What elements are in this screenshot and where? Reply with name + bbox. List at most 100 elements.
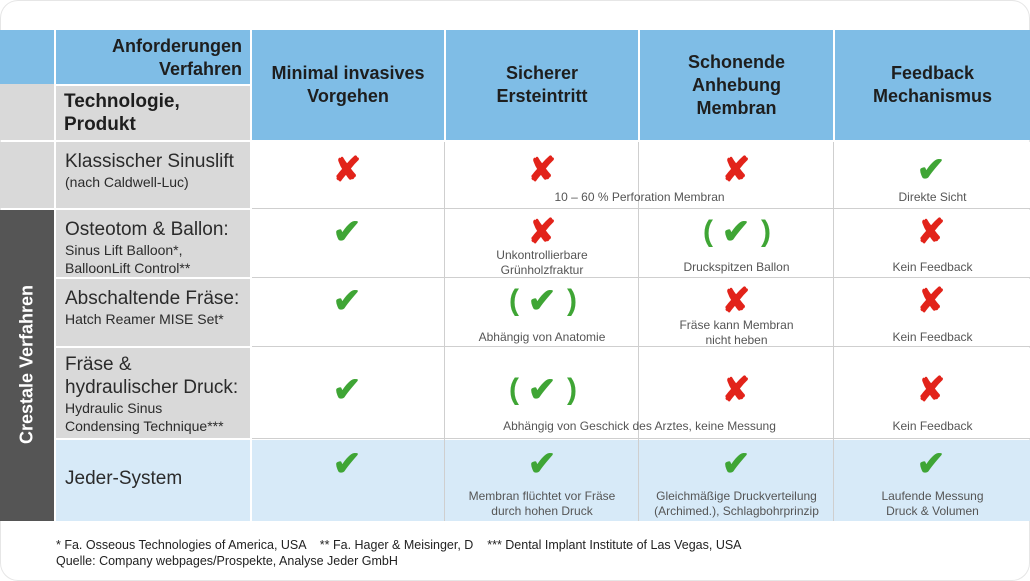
- col1-line1: Minimal invasives: [271, 63, 425, 83]
- row1-main: Klassischer Sinuslift: [65, 151, 234, 172]
- col-sep-1: [444, 142, 445, 521]
- r2c2-cross-icon: ✘: [527, 213, 557, 251]
- col4-line1: Feedback: [890, 63, 975, 83]
- column-header-feedback: Feedback Mechanismus: [835, 30, 1030, 140]
- row-sep-1: [252, 208, 1030, 209]
- col-sep-3: [833, 142, 834, 521]
- r4c4-note: Kein Feedback: [892, 419, 973, 433]
- r3c4-cross-icon: ✘: [916, 282, 946, 320]
- r5c4-check-icon: ✔: [916, 445, 946, 483]
- corner-label-anforderungen: Anforderungen: [112, 36, 242, 56]
- col1-line2: Vorgehen: [307, 86, 389, 106]
- r4c2-paren-close: ): [567, 373, 577, 406]
- r2c3-paren-close: ): [761, 215, 771, 248]
- r3c2-paren-close: ): [567, 284, 577, 317]
- r1c3-cross-icon: ✘: [721, 151, 751, 189]
- r5c4-note-l2: Druck & Volumen: [886, 504, 979, 518]
- side-strip-crestale: Crestale Verfahren: [0, 210, 54, 521]
- row-label-jeder-system: Jeder-System: [56, 440, 250, 521]
- row-label-klassischer-sinuslift: Klassischer Sinuslift (nach Caldwell-Luc…: [56, 142, 250, 208]
- tech-label-technologie: Technologie,: [64, 91, 180, 112]
- column-header-minimal-invasiv: Minimal invasives Vorgehen: [252, 30, 444, 140]
- row4-main1: Fräse &: [65, 354, 132, 375]
- r4-note-geschick: Abhängig von Geschick des Arztes, keine …: [503, 419, 776, 433]
- r4c1-check-icon: ✔: [332, 371, 362, 409]
- row2-body: [252, 210, 1030, 277]
- row-sep-3: [252, 346, 1030, 347]
- row1-sub: (nach Caldwell-Luc): [65, 174, 189, 190]
- footnote-sources: * Fa. Osseous Technologies of America, U…: [56, 538, 742, 552]
- row2-sub1: Sinus Lift Balloon*,: [65, 242, 183, 258]
- r3c2-note: Abhängig von Anatomie: [478, 330, 606, 344]
- row1-body: [252, 142, 1030, 208]
- r2c2-note-l2: Grünholzfraktur: [500, 263, 584, 277]
- r1c4-check-icon: ✔: [916, 151, 946, 189]
- r3c4-note: Kein Feedback: [892, 330, 973, 344]
- row2-sub2: BalloonLift Control**: [65, 260, 191, 276]
- r3c1-check-icon: ✔: [332, 282, 362, 320]
- r3c2-check-icon: ✔: [527, 282, 557, 320]
- row5-body: [252, 440, 1030, 521]
- r1c2-cross-icon: ✘: [527, 151, 557, 189]
- r2c4-note: Kein Feedback: [892, 260, 973, 274]
- r2c3-paren-open: (: [703, 215, 713, 248]
- row-label-osteotom-ballon: Osteotom & Ballon: Sinus Lift Balloon*, …: [56, 210, 250, 277]
- row4-main2: hydraulischer Druck:: [65, 377, 239, 398]
- side-strip-gray: [0, 142, 54, 208]
- tech-label-produkt: Produkt: [64, 114, 136, 135]
- row-sep-4: [252, 438, 1030, 439]
- r2c4-cross-icon: ✘: [916, 213, 946, 251]
- header-tech-cell: Technologie, Produkt: [56, 86, 250, 140]
- r5c3-note-l1: Gleichmäßige Druckverteilung: [656, 489, 817, 503]
- column-header-sicherer-ersteintritt: Sicherer Ersteintritt: [446, 30, 638, 140]
- r2c1-check-icon: ✔: [332, 213, 362, 251]
- r2c3-check-icon: ✔: [721, 213, 751, 251]
- r4c3-cross-icon: ✘: [721, 371, 751, 409]
- r5c1-check-icon: ✔: [332, 445, 362, 483]
- r1c4-note: Direkte Sicht: [898, 190, 967, 204]
- r4c2-paren-open: (: [509, 373, 519, 406]
- col4-line2: Mechanismus: [872, 86, 993, 106]
- r5c3-check-icon: ✔: [721, 445, 751, 483]
- col3-line2: Anhebung: [692, 74, 781, 95]
- r1-note-perforation: 10 – 60 % Perforation Membran: [554, 190, 725, 204]
- col2-line2: Ersteintritt: [496, 86, 588, 106]
- row-label-abschaltende-fraese: Abschaltende Fräse: Hatch Reamer MISE Se…: [56, 279, 250, 346]
- row3-body: [252, 279, 1030, 346]
- col-sep-2: [638, 142, 639, 521]
- col3-line3: Membran: [696, 97, 777, 118]
- r3c3-note-l1: Fräse kann Membran: [679, 318, 794, 332]
- r3c2-paren-open: (: [509, 284, 519, 317]
- r4c4-cross-icon: ✘: [916, 371, 946, 409]
- r2c3-note: Druckspitzen Ballon: [683, 260, 790, 274]
- r4c2-check-icon: ✔: [527, 371, 557, 409]
- footnote-quelle: Quelle: Company webpages/Prospekte, Anal…: [56, 554, 398, 568]
- r5c4-note-l1: Laufende Messung: [881, 489, 984, 503]
- r3c3-cross-icon: ✘: [721, 282, 751, 320]
- col2-line1: Sicherer: [505, 63, 579, 83]
- row2-main: Osteotom & Ballon:: [65, 219, 229, 240]
- header-left-gray: [0, 84, 54, 140]
- r1c1-cross-icon: ✘: [332, 151, 362, 189]
- row4-sub2: Condensing Technique***: [65, 418, 224, 434]
- row-sep-2: [252, 277, 1030, 278]
- r5c2-note-l2: durch hohen Druck: [491, 504, 593, 518]
- row4-sub1: Hydraulic Sinus: [65, 400, 163, 416]
- row4-body: [252, 348, 1030, 438]
- row3-sub1: Hatch Reamer MISE Set*: [65, 311, 224, 327]
- r5c2-check-icon: ✔: [527, 445, 557, 483]
- r5c3-note-l2: (Archimed.), Schlagbohrprinzip: [654, 504, 819, 518]
- col3-line1: Schonende: [687, 51, 785, 72]
- header-corner-cell: Anforderungen Verfahren: [56, 30, 250, 84]
- corner-label-verfahren: Verfahren: [158, 59, 242, 79]
- row5-main: Jeder-System: [65, 468, 183, 489]
- row-label-fraese-hydraulisch: Fräse & hydraulischer Druck: Hydraulic S…: [56, 348, 250, 438]
- r2c2-note-l1: Unkontrollierbare: [496, 248, 588, 262]
- r5c2-note-l1: Membran flüchtet vor Fräse: [468, 489, 616, 503]
- row3-main: Abschaltende Fräse:: [65, 288, 240, 309]
- side-label-crestale: Crestale Verfahren: [16, 284, 37, 445]
- header-left-strip: [0, 30, 54, 84]
- column-header-schonende-anhebung: Schonende Anhebung Membran: [640, 30, 833, 140]
- r3c3-note-l2: nicht heben: [705, 333, 768, 347]
